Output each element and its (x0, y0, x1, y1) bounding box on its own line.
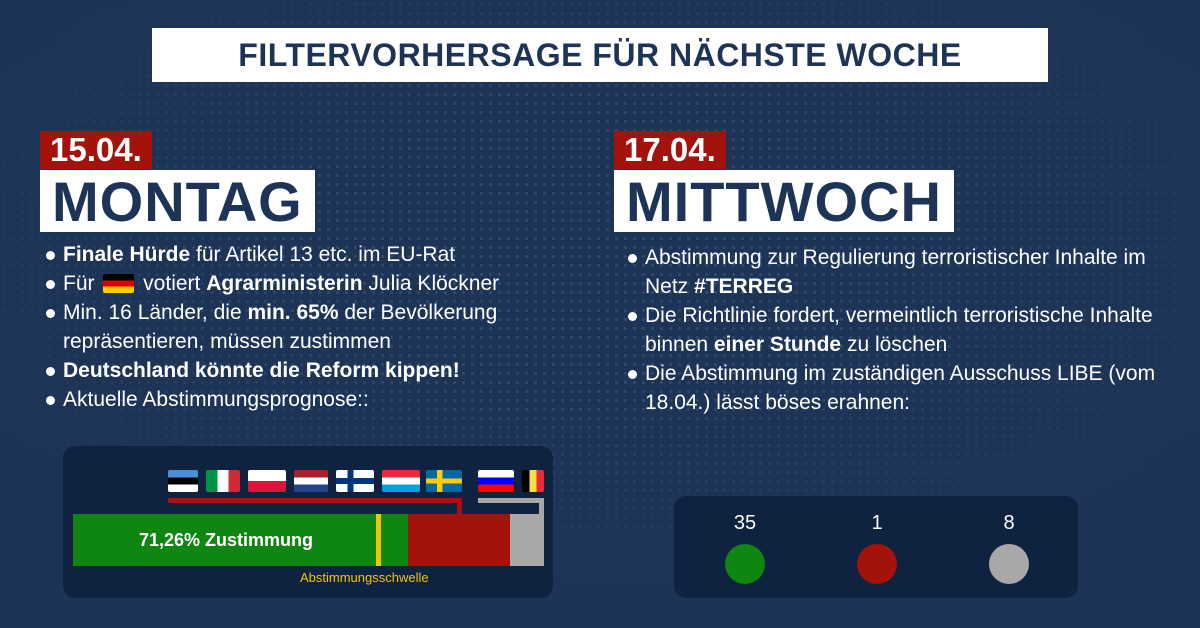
abstain-bracket (478, 498, 544, 503)
list-item: Deutschland könnte die Reform kippen! (44, 356, 604, 385)
list-item: Min. 16 Länder, die min. 65% der Bevölke… (44, 298, 604, 356)
belgium-flag-icon (522, 470, 544, 492)
vote-dot-no (857, 544, 897, 584)
date-badge-monday: 15.04. (40, 131, 152, 169)
poland-flag-icon (248, 470, 286, 492)
finland-flag-icon (336, 470, 374, 492)
day-heading-wednesday: MITTWOCH (614, 170, 954, 233)
vote-count-no: 1 (871, 512, 883, 534)
against-bar-segment (408, 514, 510, 566)
sweden-flag-icon (426, 470, 462, 492)
list-item: Abstimmung zur Regulierung terroristisch… (626, 243, 1166, 301)
list-item: Finale Hürde für Artikel 13 etc. im EU-R… (44, 240, 604, 269)
vote-count-abstain: 8 (1003, 512, 1015, 534)
germany-flag-icon (103, 274, 135, 293)
against-bracket (168, 498, 462, 503)
day-heading-monday: MONTAG (40, 170, 315, 233)
date-badge-wednesday: 17.04. (614, 131, 726, 169)
list-item: Die Abstimmung im zuständigen Ausschuss … (626, 359, 1166, 417)
vote-count-yes: 35 (733, 512, 757, 534)
list-item: Für votiert Agrarministerin Julia Klöckn… (44, 269, 604, 298)
list-item: Aktuelle Abstimmungsprognose:: (44, 385, 604, 414)
estonia-flag-icon (168, 470, 198, 492)
page-title: FILTERVORHERSAGE FÜR NÄCHSTE WOCHE (152, 28, 1048, 82)
vote-dot-abstain (989, 544, 1029, 584)
approval-bar-segment (73, 514, 408, 566)
wednesday-bullet-list: Abstimmung zur Regulierung terroristisch… (626, 243, 1166, 417)
luxembourg-flag-icon (382, 470, 420, 492)
threshold-label: Abstimmungsschwelle (300, 570, 429, 585)
monday-bullet-list: Finale Hürde für Artikel 13 etc. im EU-R… (44, 240, 604, 414)
abstain-bar-segment (510, 514, 544, 566)
approval-label: 71,26% Zustimmung (138, 529, 314, 550)
italy-flag-icon (206, 470, 240, 492)
threshold-marker (376, 514, 381, 566)
vote-dot-yes (725, 544, 765, 584)
slovenia-flag-icon (478, 470, 514, 492)
netherlands-flag-icon (294, 470, 328, 492)
list-item: Die Richtlinie fordert, vermeintlich ter… (626, 301, 1166, 359)
